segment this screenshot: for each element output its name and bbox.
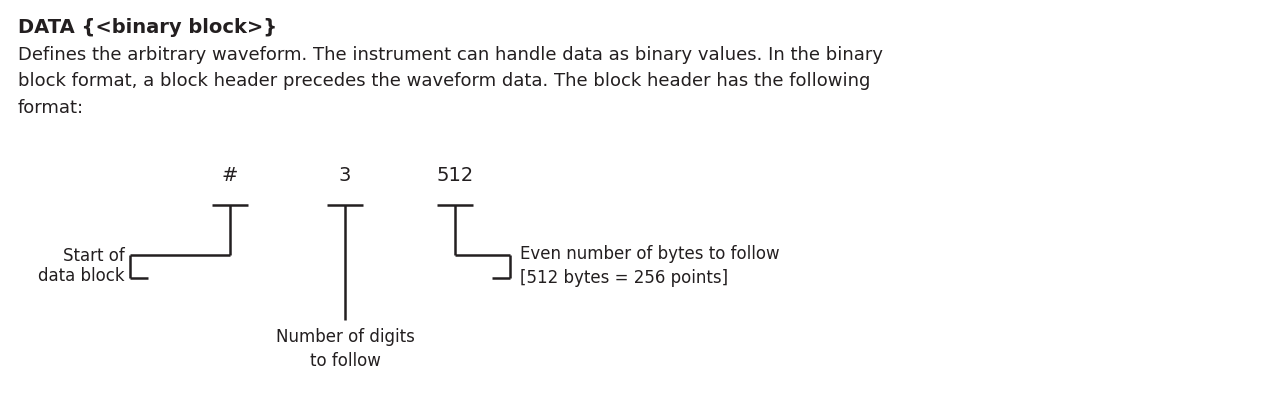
Text: Defines the arbitrary waveform. The instrument can handle data as binary values.: Defines the arbitrary waveform. The inst… [18,46,883,64]
Text: 512: 512 [436,166,474,185]
Text: Number of digits
to follow: Number of digits to follow [275,328,415,370]
Text: Even number of bytes to follow
[512 bytes = 256 points]: Even number of bytes to follow [512 byte… [520,245,780,287]
Text: format:: format: [18,99,84,117]
Text: #: # [221,166,238,185]
Text: block format, a block header precedes the waveform data. The block header has th: block format, a block header precedes th… [18,72,870,90]
Text: 3: 3 [339,166,351,185]
Text: DATA {<binary block>}: DATA {<binary block>} [18,18,278,37]
Text: Start of
data block: Start of data block [38,247,125,285]
